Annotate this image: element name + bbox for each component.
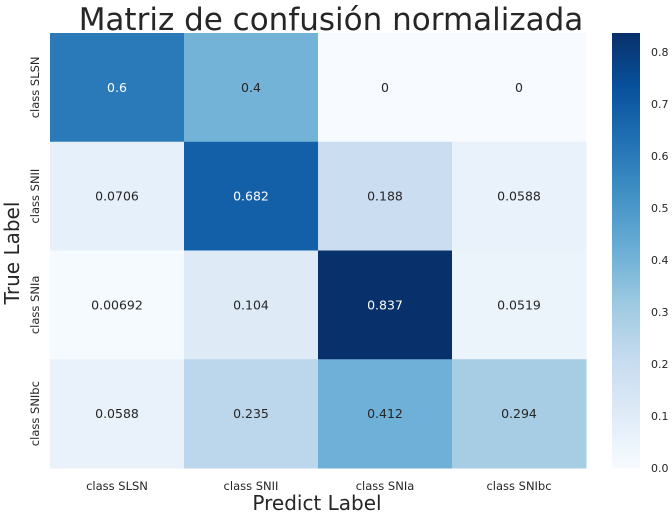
y-tick-label: class SNIbc	[28, 381, 42, 446]
x-tick-label: class SNII	[224, 479, 279, 493]
cell-value-label-0-2: 0	[381, 80, 389, 95]
x-tick-label: class SLSN	[86, 479, 148, 493]
heatmap-cell-0-2	[318, 33, 453, 143]
heatmap-cell-3-2	[318, 359, 453, 469]
colorbar-tick-label: 0.3	[651, 306, 669, 319]
heatmap-cell-1-3	[452, 141, 587, 251]
colorbar-tick-label: 0.0	[651, 462, 669, 475]
cell-value-label-0-3: 0	[515, 80, 523, 95]
cell-value-label-1-1: 0.682	[233, 189, 269, 204]
cell-value-label-1-3: 0.0588	[497, 189, 541, 204]
heatmap-cell-1-1	[184, 141, 319, 251]
cell-value-label-1-2: 0.188	[367, 189, 403, 204]
cell-value-label-2-2: 0.837	[367, 297, 403, 312]
x-tick-label: class SNIbc	[486, 479, 551, 493]
cell-value-label-3-2: 0.412	[367, 406, 403, 421]
heatmap-cell-2-2	[318, 250, 453, 360]
colorbar-tick-label: 0.5	[651, 202, 669, 215]
colorbar-tick-label: 0.4	[651, 254, 669, 267]
colorbar-ticks: 0.0 0.1 0.2 0.3 0.4 0.5 0.6 0.7 0.8	[651, 46, 669, 475]
x-tick-label: class SNIa	[356, 479, 415, 493]
colorbar-tick-label: 0.2	[651, 358, 669, 371]
cell-value-label-2-0: 0.00692	[91, 297, 143, 312]
cell-value-label-2-1: 0.104	[233, 297, 269, 312]
colorbar-tick-label: 0.1	[651, 410, 669, 423]
heatmap-cell-0-3	[452, 33, 587, 143]
heatmap-cell-2-0	[50, 250, 185, 360]
cell-value-label-2-3: 0.0519	[497, 297, 541, 312]
heatmap-cell-0-1	[184, 33, 319, 143]
chart-title: Matriz de confusión normalizada	[79, 2, 584, 38]
heatmap-cell-2-3	[452, 250, 587, 360]
heatmap-cell-3-0	[50, 359, 185, 469]
heatmap-cell-2-1	[184, 250, 319, 360]
y-tick-labels: class SLSN class SNII class SNIa class SNIb…	[28, 56, 42, 446]
x-axis-label: Predict Label	[252, 491, 381, 515]
heatmap-cell-3-3	[452, 359, 587, 469]
cell-value-label-3-1: 0.235	[233, 406, 269, 421]
cell-value-label-3-3: 0.294	[501, 406, 537, 421]
cell-value-label-0-0: 0.6	[107, 80, 127, 95]
heatmap-cell-0-0	[50, 33, 185, 143]
heatmap-cell-1-2	[318, 141, 453, 251]
y-tick-label: class SLSN	[28, 56, 42, 118]
y-axis-label: True Label	[0, 202, 24, 306]
x-tick-labels: class SLSN class SNII class SNIa class SNIb…	[86, 479, 551, 493]
heatmap-grid: 0.6 0.4 0 0 0.0706 0.682 0.188 0.0588 0.00692 0.1…	[50, 33, 587, 469]
heatmap-cell-3-1	[184, 359, 319, 469]
y-tick-label: class SNII	[28, 169, 42, 224]
cell-value-label-0-1: 0.4	[241, 80, 261, 95]
colorbar	[612, 33, 640, 468]
heatmap-cell-1-0	[50, 141, 185, 251]
colorbar-tick-label: 0.7	[651, 98, 669, 111]
colorbar-tick-label: 0.6	[651, 150, 669, 163]
cell-value-label-1-0: 0.0706	[95, 189, 139, 204]
y-tick-label: class SNIa	[28, 276, 42, 335]
colorbar-tick-label: 0.8	[651, 46, 669, 59]
cell-value-label-3-0: 0.0588	[95, 406, 139, 421]
